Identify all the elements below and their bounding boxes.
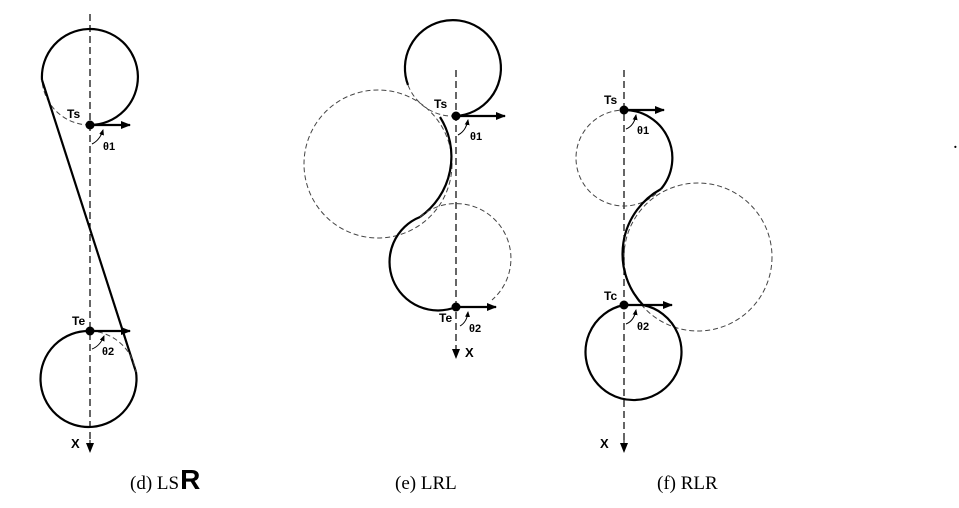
panel-f-start-label: Ts — [604, 93, 617, 107]
panel-e-angle2-label: θ2 — [469, 323, 481, 335]
panel-e-angle1-label: θ1 — [470, 131, 482, 143]
panel-e-start-label: Ts — [434, 97, 447, 111]
panel-e-bottom-circle-arc — [388, 215, 457, 312]
panel-f: Ts Tc θ1 θ2 X (f) RLR — [575, 70, 773, 494]
panel-e-axis-label: X — [465, 345, 474, 360]
panel-d-handwritten-r: R — [180, 464, 200, 495]
panel-f-angle1-arc — [625, 114, 638, 130]
panel-f-middle-circle-dashed — [623, 182, 773, 332]
panel-e-angle1-arc — [457, 119, 470, 136]
panel-d-angle1-arc — [91, 129, 104, 145]
panel-d-end-label: Te — [72, 314, 85, 328]
panel-d-axis-label: X — [71, 436, 80, 451]
panel-d-angle1-label: θ1 — [103, 141, 115, 153]
panel-f-end-label: Tc — [604, 289, 617, 303]
panel-d-start-circle-arc — [40, 27, 139, 127]
panel-e-caption: (e) LRL — [395, 473, 457, 494]
panel-e-middle-circle-arc — [419, 116, 453, 218]
panel-d-end-circle-dashed-arc — [89, 330, 137, 373]
panel-e-angle2-arc — [459, 311, 470, 327]
panel-e-middle-circle-dashed — [303, 89, 453, 239]
panel-d-start-circle-dashed-arc — [41, 79, 91, 126]
panel-f-axis-label: X — [600, 436, 609, 451]
panel-f-caption: (f) RLR — [657, 473, 718, 494]
panel-f-top-circle-arc — [623, 108, 674, 190]
panel-d-angle2-arc — [91, 335, 105, 350]
panel-d: Ts Te θ1 θ2 X (d) LSR — [39, 14, 200, 495]
panel-d-start-label: Ts — [67, 107, 80, 121]
panel-e-bottom-circle-dashed-arc — [419, 203, 512, 301]
panel-e-top-circle-arc — [403, 19, 502, 118]
panel-f-angle1-label: θ1 — [637, 125, 649, 137]
panel-d-caption: (d) LSR — [130, 464, 200, 495]
panel-f-middle-circle-arc — [621, 188, 662, 306]
panel-d-straight-segment — [40, 79, 138, 373]
panel-f-angle2-arc — [625, 309, 638, 325]
panel-f-angle2-label: θ2 — [637, 321, 649, 333]
panel-e: Ts Te θ1 θ2 X (e) LRL — [303, 19, 512, 494]
panel-d-angle2-label: θ2 — [102, 346, 114, 358]
stray-mark: . — [953, 132, 958, 153]
panel-e-end-label: Te — [439, 311, 452, 325]
panel-f-bottom-circle-arc — [584, 303, 683, 402]
panel-d-end-circle-arc — [39, 329, 138, 429]
